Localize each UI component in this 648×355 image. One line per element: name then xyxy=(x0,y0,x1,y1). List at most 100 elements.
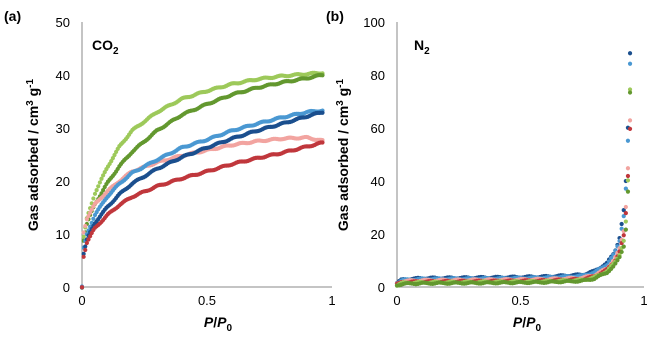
data-point xyxy=(81,230,86,235)
x-tick-label: 1 xyxy=(640,293,647,308)
x-tick-label: 0 xyxy=(78,293,85,308)
data-point xyxy=(91,196,96,201)
data-point xyxy=(101,188,106,193)
data-series xyxy=(394,87,633,288)
data-point xyxy=(611,264,616,269)
data-series xyxy=(394,61,633,286)
y-tick-label: 40 xyxy=(371,174,385,189)
y-tick-label: 40 xyxy=(56,68,70,83)
data-point xyxy=(627,118,633,123)
y-tick-label: 30 xyxy=(56,121,70,136)
y-ticks-b: 0 20 40 60 80 100 xyxy=(363,15,385,295)
data-point xyxy=(320,110,325,115)
y-tick-label: 50 xyxy=(56,15,70,30)
data-series xyxy=(394,118,633,286)
data-series xyxy=(394,126,633,286)
data-point xyxy=(625,178,631,183)
data-series xyxy=(79,70,325,290)
y-ticks-a: 0 10 20 30 40 50 xyxy=(56,15,70,295)
data-series xyxy=(79,140,325,290)
y-axis-label-b: Gas adsorbed / cm3 g-1 xyxy=(335,78,351,231)
series-b xyxy=(394,51,633,288)
y-axis-label-a: Gas adsorbed / cm3 g-1 xyxy=(25,78,41,231)
data-point xyxy=(89,207,94,212)
data-point xyxy=(112,152,117,158)
data-series xyxy=(79,134,325,289)
data-point xyxy=(88,234,93,239)
y-tick-label: 0 xyxy=(63,280,70,295)
panel-label-a: (a) xyxy=(4,8,21,24)
x-axis-label-b: P/P0 xyxy=(513,314,542,334)
data-point xyxy=(320,73,325,78)
data-point xyxy=(623,227,628,232)
data-point xyxy=(627,61,633,66)
data-point xyxy=(623,186,628,191)
data-point xyxy=(94,188,99,193)
data-point xyxy=(625,166,631,171)
data-point xyxy=(615,258,620,263)
x-tick-label: 0 xyxy=(393,293,400,308)
panel-label-b: (b) xyxy=(326,8,344,24)
y-tick-label: 20 xyxy=(56,174,70,189)
x-ticks-b: 0 0.5 1 xyxy=(393,293,647,308)
data-point xyxy=(619,221,624,227)
data-point xyxy=(623,204,628,210)
y-tick-label: 0 xyxy=(378,280,385,295)
data-point xyxy=(627,87,633,92)
data-point xyxy=(86,213,91,219)
data-point xyxy=(99,176,104,181)
data-point xyxy=(621,233,626,238)
data-point xyxy=(619,249,624,255)
data-point xyxy=(625,189,631,194)
data-point xyxy=(101,173,106,178)
data-point xyxy=(83,223,88,229)
data-point xyxy=(621,244,626,249)
x-axis-label-a: P/P0 xyxy=(204,314,233,334)
data-point xyxy=(627,90,633,95)
data-series xyxy=(79,72,325,290)
data-point xyxy=(84,217,89,222)
y-tick-label: 10 xyxy=(56,227,70,242)
data-point xyxy=(625,173,631,179)
y-tick-label: 100 xyxy=(363,15,385,30)
data-point xyxy=(79,285,85,290)
x-tick-label: 0.5 xyxy=(198,293,216,308)
series-a xyxy=(79,70,325,290)
y-tick-label: 60 xyxy=(371,121,385,136)
data-series xyxy=(79,110,325,290)
data-point xyxy=(97,180,102,185)
data-point xyxy=(86,237,91,242)
x-tick-label: 1 xyxy=(328,293,335,308)
data-point xyxy=(81,234,86,239)
x-tick-label: 0.5 xyxy=(511,293,529,308)
y-tick-label: 80 xyxy=(371,68,385,83)
data-point xyxy=(81,251,86,256)
data-series xyxy=(79,108,325,289)
data-point xyxy=(621,208,626,213)
data-point xyxy=(621,238,626,243)
data-point xyxy=(81,254,86,259)
data-point xyxy=(627,51,633,56)
gas-label-n2: N2 xyxy=(414,37,430,57)
x-ticks-a: 0 0.5 1 xyxy=(78,293,335,308)
data-point xyxy=(625,138,631,143)
data-point xyxy=(320,140,325,145)
data-series xyxy=(394,90,633,288)
data-series xyxy=(394,51,633,286)
data-point xyxy=(84,240,89,246)
data-point xyxy=(96,184,101,189)
data-point xyxy=(91,216,96,221)
data-point xyxy=(621,214,626,219)
data-point xyxy=(83,247,88,253)
y-tick-label: 20 xyxy=(371,227,385,242)
gas-label-co2: CO2 xyxy=(92,37,119,57)
data-point xyxy=(88,210,93,215)
data-point xyxy=(110,156,115,161)
data-point xyxy=(613,261,618,266)
data-point xyxy=(623,219,628,224)
data-point xyxy=(83,244,88,249)
data-point xyxy=(617,254,622,260)
